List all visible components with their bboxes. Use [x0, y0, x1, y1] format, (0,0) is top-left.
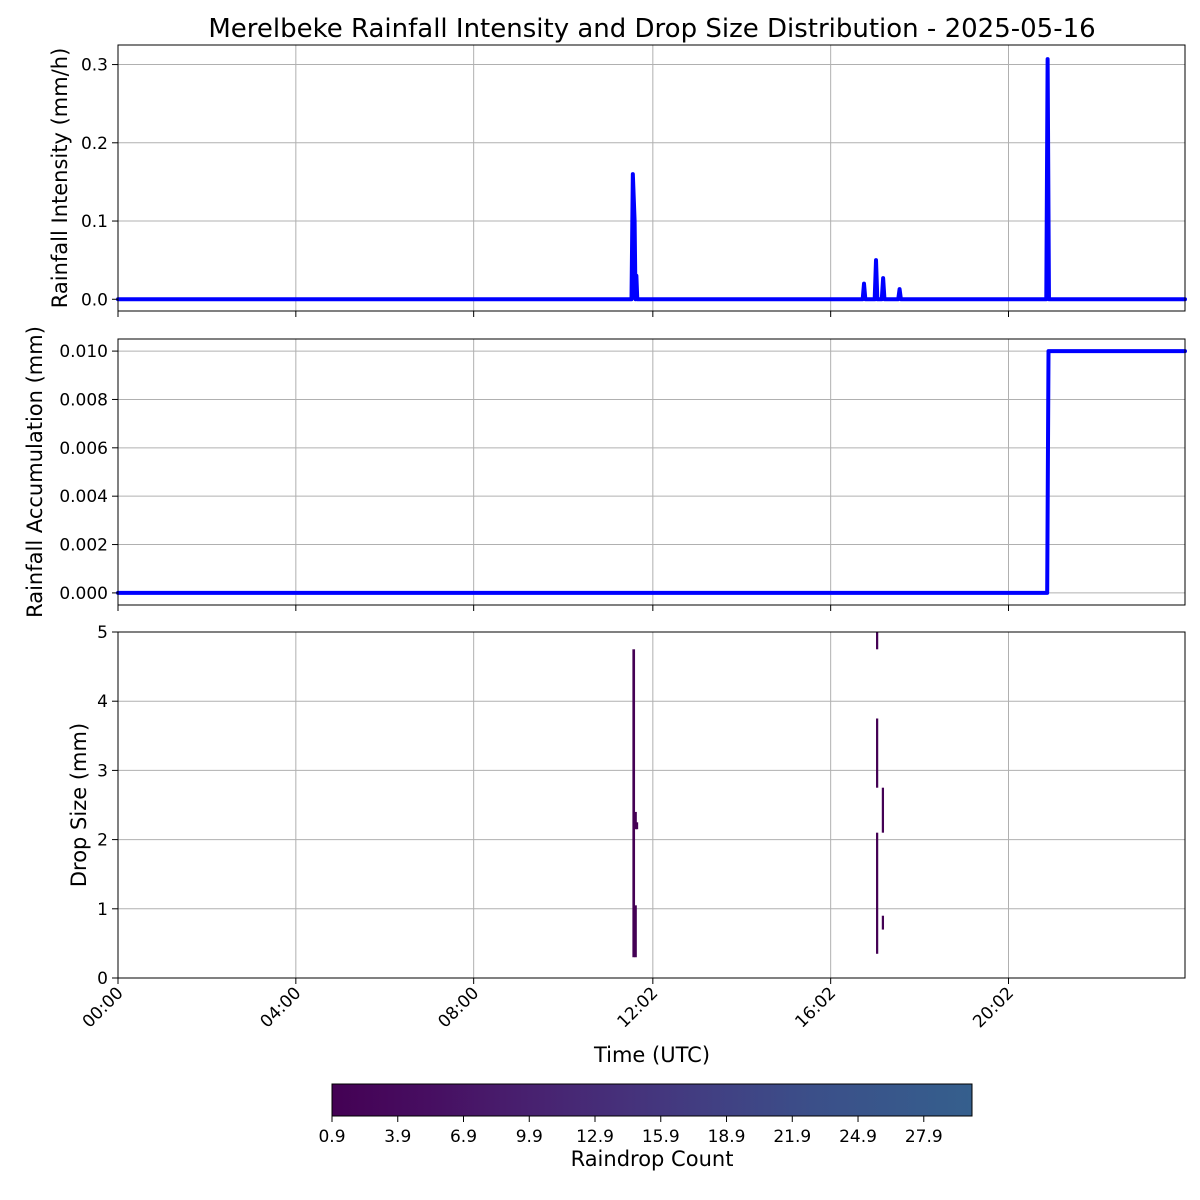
intensity-yticks: 0.0 0.1 0.2 0.3 — [81, 56, 118, 310]
accumulation-xticks — [117, 605, 1010, 611]
accumulation-ytick-label-0: 0.000 — [59, 584, 108, 604]
intensity-ytick-label-1: 0.1 — [81, 212, 108, 232]
intensity-axes-frame — [117, 44, 1186, 312]
intensity-grid — [117, 45, 1185, 311]
colorbar-tick-label-6: 18.9 — [708, 1127, 746, 1147]
colorbar-gradient — [331, 1083, 973, 1117]
colorbar-tick-label-9: 27.9 — [905, 1127, 943, 1147]
time-tick-label-4: 16:02 — [791, 983, 840, 1032]
time-tick-label-3: 12:02 — [614, 983, 663, 1032]
accumulation-ytick-label-5: 0.010 — [59, 342, 108, 362]
drop-size-xticks — [117, 978, 1010, 984]
colorbar-tick-label-8: 24.9 — [839, 1127, 877, 1147]
intensity-series-line — [116, 57, 1187, 302]
colorbar-tick-label-1: 3.9 — [384, 1127, 411, 1147]
drop-size-cells — [632, 632, 885, 958]
drop-size-ytick-label-0: 0 — [97, 969, 108, 989]
colorbar-tick-label-7: 21.9 — [773, 1127, 811, 1147]
time-tick-label-0: 00:00 — [79, 983, 128, 1032]
intensity-ytick-label-2: 0.2 — [81, 134, 108, 154]
time-tick-labels: 00:00 04:00 08:00 12:02 16:02 20:02 — [79, 983, 1018, 1032]
intensity-panel: 0.0 0.1 0.2 0.3 Rainfall Intensity (mm/h) — [48, 44, 1187, 317]
drop-size-cell-3 — [635, 822, 639, 830]
drop-size-cell-1 — [634, 905, 637, 958]
colorbar-tick-label-5: 15.9 — [642, 1127, 680, 1147]
accumulation-ytick-label-1: 0.002 — [59, 536, 108, 556]
accumulation-ylabel: Rainfall Accumulation (mm) — [23, 326, 47, 618]
drop-size-cell-2 — [634, 811, 637, 830]
intensity-xticks — [117, 311, 1010, 317]
accumulation-ytick-label-4: 0.008 — [59, 390, 108, 410]
drop-size-axes-frame — [117, 631, 1186, 979]
colorbar-tick-label-0: 0.9 — [318, 1127, 345, 1147]
drop-size-panel: 0 1 2 3 4 5 00:00 04:00 08:00 12:02 16:02 20:02 Dr… — [67, 623, 1186, 1067]
accumulation-axes-frame — [117, 338, 1186, 606]
colorbar-tick-label-4: 12.9 — [576, 1127, 614, 1147]
drop-size-cell-8 — [881, 787, 885, 833]
colorbar: 0.9 3.9 6.9 9.9 12.9 15.9 18.9 21.9 24.9 27.9 Rai… — [318, 1083, 973, 1171]
drop-size-ytick-label-4: 4 — [97, 692, 108, 712]
drop-size-ytick-label-2: 2 — [97, 831, 108, 851]
drop-size-ytick-label-3: 3 — [97, 761, 108, 781]
accumulation-series-line — [116, 349, 1187, 595]
colorbar-ticks: 0.9 3.9 6.9 9.9 12.9 15.9 18.9 21.9 24.9 27.9 — [318, 1116, 943, 1147]
drop-size-cell-0 — [632, 649, 636, 958]
accumulation-yticks: 0.000 0.002 0.004 0.006 0.008 0.010 — [59, 342, 118, 604]
drop-size-ytick-label-5: 5 — [97, 623, 108, 643]
time-tick-label-1: 04:00 — [257, 983, 306, 1032]
accumulation-panel: 0.000 0.002 0.004 0.006 0.008 0.010 Rainfall … — [23, 326, 1187, 618]
colorbar-tick-label-3: 9.9 — [516, 1127, 543, 1147]
intensity-line-group — [116, 57, 1187, 302]
accumulation-line-group — [116, 349, 1187, 595]
accumulation-ytick-label-2: 0.004 — [59, 487, 108, 507]
drop-size-cell-5 — [876, 718, 879, 788]
accumulation-ytick-label-3: 0.006 — [59, 439, 108, 459]
drop-size-cell-6 — [876, 632, 879, 650]
drop-size-cell-4 — [876, 832, 879, 954]
time-tick-label-5: 20:02 — [969, 983, 1018, 1032]
drop-size-ytick-label-1: 1 — [97, 900, 108, 920]
intensity-ylabel: Rainfall Intensity (mm/h) — [48, 48, 72, 309]
drop-size-ylabel: Drop Size (mm) — [67, 723, 91, 887]
time-tick-label-2: 08:00 — [434, 983, 483, 1032]
drop-size-yticks: 0 1 2 3 4 5 — [97, 623, 118, 989]
intensity-ytick-label-3: 0.3 — [81, 56, 108, 76]
intensity-ytick-label-0: 0.0 — [81, 290, 108, 310]
x-axis-label: Time (UTC) — [593, 1043, 710, 1067]
drop-size-cell-7 — [881, 915, 885, 930]
accumulation-grid — [117, 339, 1185, 605]
colorbar-label: Raindrop Count — [571, 1147, 734, 1171]
colorbar-tick-label-2: 6.9 — [450, 1127, 477, 1147]
figure-title: Merelbeke Rainfall Intensity and Drop Si… — [208, 14, 1095, 44]
drop-size-grid — [117, 631, 1185, 979]
